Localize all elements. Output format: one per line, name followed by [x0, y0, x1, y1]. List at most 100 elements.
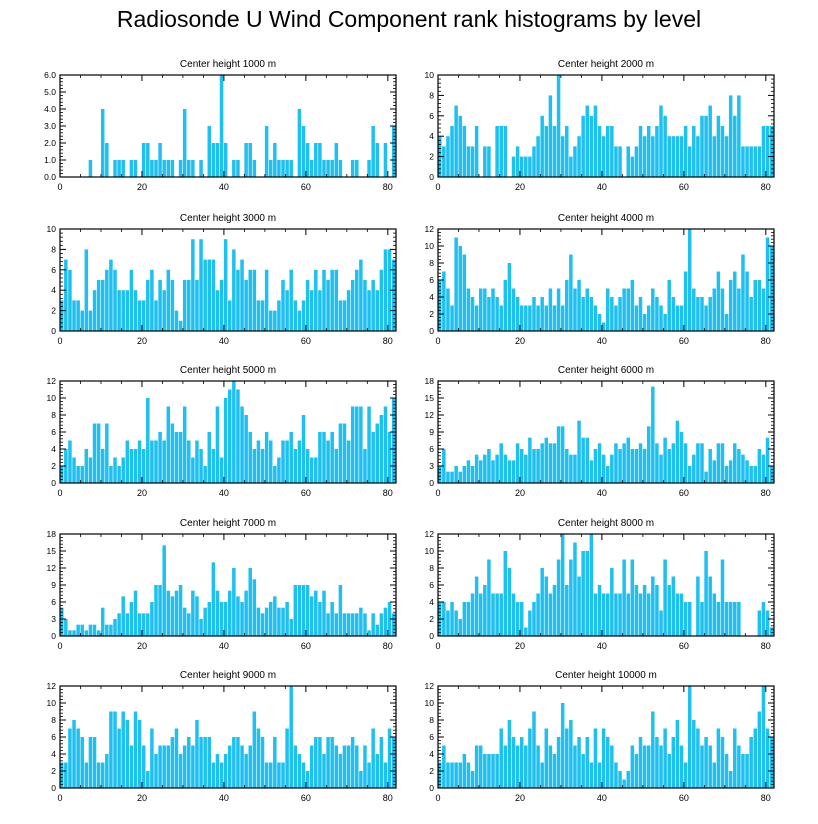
histogram-bar [244, 415, 248, 483]
histogram-bar [191, 239, 195, 331]
histogram-bar [363, 449, 367, 483]
histogram-bar [749, 737, 753, 788]
histogram-bar [207, 259, 212, 331]
histogram-bar [462, 126, 467, 177]
y-tick-label: 4 [429, 131, 434, 141]
histogram-bar [630, 156, 635, 177]
histogram-panel: Center height 2000 m 0 20 40 60 80 0 2 4 6 8 10 [425, 59, 775, 192]
histogram-bar [367, 762, 371, 788]
histogram-bar [301, 585, 306, 636]
histogram-bar [728, 460, 733, 483]
histogram-bar [704, 305, 708, 331]
y-tick-label: 15 [47, 546, 57, 556]
histogram-bar [363, 745, 367, 788]
histogram-bar [741, 454, 745, 483]
histogram-bar [350, 280, 355, 331]
histogram-bar [450, 305, 454, 331]
histogram-bar [466, 146, 471, 177]
histogram-bar [84, 762, 89, 788]
histogram-bar [129, 160, 134, 177]
histogram-bar [573, 542, 577, 636]
histogram-bar [350, 406, 355, 483]
x-tick-label: 20 [515, 793, 525, 803]
histogram-bar [438, 466, 442, 483]
x-tick-label: 60 [679, 641, 689, 651]
histogram-bar [593, 593, 598, 636]
histogram-bar [626, 771, 630, 788]
histogram-bar [195, 720, 199, 788]
histogram-bar [712, 593, 717, 636]
histogram-bar [379, 415, 384, 483]
histogram-bar [581, 115, 585, 177]
figure-title: Radiosonde U Wind Component rank histogr… [116, 6, 702, 32]
x-tick-label: 40 [219, 793, 229, 803]
histogram-bar [667, 754, 671, 788]
histogram-bar [761, 686, 766, 788]
histogram-bar [515, 146, 520, 177]
histogram-bar [634, 146, 639, 177]
histogram-bar [720, 559, 725, 636]
histogram-bar [109, 466, 113, 483]
histogram-bar [528, 728, 532, 788]
histogram-bar [80, 310, 84, 331]
histogram-bar [687, 466, 692, 483]
histogram-bar [569, 254, 573, 331]
histogram-bar [610, 454, 614, 483]
histogram-panel: Center height 5000 m 0 20 40 60 80 0 2 4 6 8 10 12 [47, 365, 397, 498]
histogram-bar [318, 602, 322, 636]
histogram-bar [454, 466, 458, 483]
panel-title: Center height 4000 m [558, 213, 654, 224]
histogram-bar [100, 762, 105, 788]
histogram-bar [630, 559, 635, 636]
histogram-bar [166, 160, 171, 177]
histogram-bar [577, 420, 581, 483]
histogram-bar [76, 300, 80, 331]
histogram-bar [651, 386, 655, 483]
y-tick-label: 18 [47, 529, 57, 539]
histogram-bar [154, 300, 158, 331]
histogram-bar [491, 754, 495, 788]
histogram-bar [297, 440, 302, 483]
histogram-bar [466, 762, 471, 788]
histogram-bar [663, 728, 667, 788]
histogram-bar [379, 737, 384, 788]
x-tick-label: 40 [597, 488, 607, 498]
histogram-bar [442, 745, 446, 788]
histogram-bar [753, 466, 758, 483]
histogram-bar [511, 156, 516, 177]
histogram-bar [195, 596, 199, 636]
histogram-bar [753, 146, 758, 177]
histogram-bar [544, 305, 549, 331]
histogram-bar [474, 305, 479, 331]
x-tick-label: 0 [435, 336, 440, 346]
histogram-bar [371, 728, 375, 788]
histogram-bar [297, 585, 302, 636]
histogram-bar [301, 762, 306, 788]
histogram-bar [76, 728, 80, 788]
histogram-bar [659, 610, 663, 636]
histogram-bar [458, 471, 462, 483]
histogram-bar [565, 728, 569, 788]
histogram-bar [121, 290, 125, 331]
y-tick-label: 12 [425, 681, 435, 691]
histogram-bar [96, 630, 101, 636]
histogram-bar [211, 259, 216, 331]
x-tick-label: 80 [761, 182, 771, 192]
histogram-bar [285, 440, 289, 483]
histogram-bar [297, 109, 302, 177]
y-tick-label: 3 [51, 614, 56, 624]
histogram-bar [507, 568, 512, 636]
histogram-bar [716, 271, 721, 331]
histogram-bar [634, 305, 639, 331]
histogram-bar [728, 95, 733, 177]
histogram-bar [219, 602, 224, 636]
y-tick-label: 10 [425, 70, 435, 80]
histogram-bar [289, 269, 293, 331]
histogram-bar [663, 314, 667, 331]
x-tick-label: 80 [383, 336, 393, 346]
histogram-bar [528, 437, 532, 483]
histogram-bar [113, 457, 117, 483]
histogram-bar [474, 454, 479, 483]
histogram-bar [585, 737, 590, 788]
histogram-bar [679, 745, 684, 788]
